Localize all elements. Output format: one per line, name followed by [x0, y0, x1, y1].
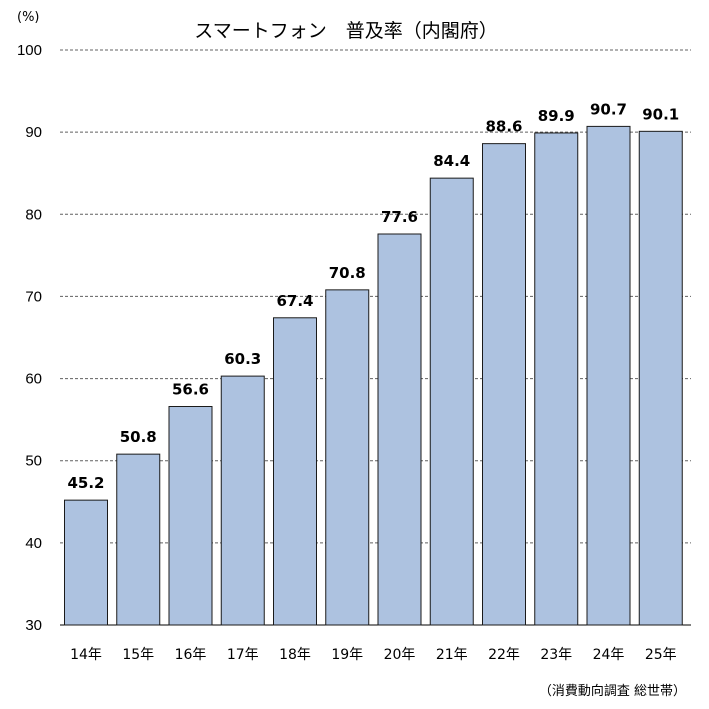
gridlines — [60, 49, 691, 626]
value-label: 56.6 — [172, 381, 209, 399]
x-category-label: 22年 — [488, 647, 520, 663]
x-category-label: 24年 — [593, 647, 625, 663]
bar-20年 — [377, 233, 422, 626]
y-tick-label: 90 — [25, 124, 42, 141]
value-label: 67.4 — [276, 292, 313, 310]
y-axis-unit-label: (%) — [17, 10, 40, 25]
y-axis-tick-labels: 30 40 50 60 70 80 90 100 — [17, 42, 42, 634]
bar-23年 — [534, 132, 579, 626]
y-tick-label: 80 — [25, 206, 42, 223]
source-note: （消費動向調査 総世帯） — [539, 683, 686, 699]
bar-14年 — [64, 499, 108, 626]
bar-15年 — [116, 453, 161, 626]
bar-25年 — [638, 130, 683, 626]
y-tick-label: 50 — [25, 453, 42, 470]
x-category-label: 25年 — [645, 647, 677, 663]
x-axis-category-labels: 14年 15年 16年 17年 18年 19年 20年 21年 22年 23年 24年 25年 — [70, 647, 677, 663]
x-category-label: 15年 — [122, 647, 154, 663]
value-label: 70.8 — [329, 264, 366, 282]
x-category-label: 14年 — [70, 647, 102, 663]
bar-24年 — [586, 125, 631, 626]
x-category-label: 21年 — [436, 647, 468, 663]
y-tick-label: 30 — [25, 617, 42, 634]
value-label: 84.4 — [433, 152, 470, 170]
value-label: 77.6 — [381, 208, 418, 226]
y-tick-label: 70 — [25, 288, 42, 305]
bar-18年 — [273, 317, 317, 626]
value-label: 90.7 — [590, 100, 627, 118]
value-label: 45.2 — [67, 474, 104, 492]
bar-21年 — [429, 177, 474, 626]
x-category-label: 23年 — [540, 647, 572, 663]
chart-title: スマートフォン 普及率（内閣府） — [194, 20, 497, 42]
value-labels: 45.2 50.8 56.6 60.3 67.4 70.8 77.6 84.4 88.6 89.9… — [67, 100, 679, 492]
x-category-label: 19年 — [331, 647, 363, 663]
value-label: 89.9 — [538, 107, 575, 125]
value-label: 60.3 — [224, 350, 261, 368]
y-tick-label: 60 — [25, 371, 42, 388]
bar-17年 — [220, 375, 265, 626]
bar-22年 — [482, 143, 526, 626]
y-tick-label: 100 — [17, 42, 42, 59]
x-category-label: 17年 — [227, 647, 259, 663]
x-category-label: 16年 — [175, 647, 207, 663]
x-category-label: 18年 — [279, 647, 311, 663]
x-category-label: 20年 — [384, 647, 416, 663]
value-label: 88.6 — [485, 118, 522, 136]
bar-19年 — [325, 289, 370, 626]
bars — [64, 125, 683, 626]
value-label: 50.8 — [120, 428, 157, 446]
value-label: 90.1 — [642, 105, 679, 123]
bar-16年 — [168, 406, 213, 626]
y-tick-label: 40 — [25, 535, 42, 552]
